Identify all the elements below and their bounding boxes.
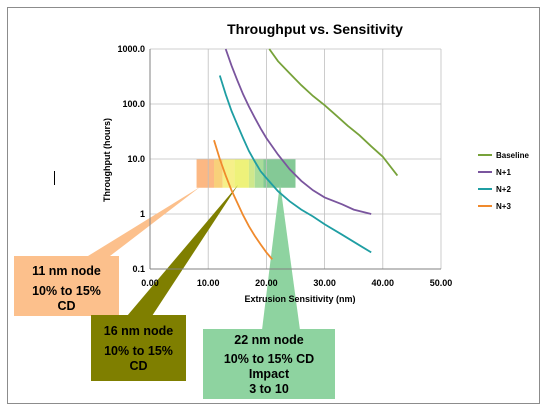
callout-pointer-layer: [88, 183, 300, 330]
band-segment: [234, 159, 249, 188]
callout-11nm-unit: CD: [57, 299, 76, 313]
y-tick-label: 1: [140, 209, 145, 219]
callout-22nm-impact: Impact: [248, 367, 290, 381]
callout-16nm: 16 nm node 10% to 15% CD: [91, 315, 186, 381]
x-axis-label: Extrusion Sensitivity (nm): [244, 294, 355, 304]
legend-label: Baseline: [496, 151, 529, 160]
x-tick-label: 50.00: [430, 278, 453, 288]
callout-16nm-pointer: [127, 185, 238, 316]
y-axis-label: Throughput (hours): [102, 118, 112, 202]
callout-22nm-pointer: [262, 183, 300, 330]
legend: Baseline N+1 N+2 N+3: [478, 151, 529, 211]
band-segment: [222, 159, 235, 188]
legend-label: N+3: [496, 202, 511, 211]
series-layer: [213, 48, 399, 260]
callout-16nm-unit: CD: [129, 359, 148, 373]
cursor-mark: [54, 171, 55, 185]
band-segment: [263, 159, 296, 188]
callout-11nm-range: 10% to 15%: [32, 284, 101, 298]
series-line-n-2: [218, 75, 372, 254]
x-tick-label: 0.00: [141, 278, 159, 288]
band-segment: [214, 159, 223, 188]
callout-22nm-value: 3 to 10: [249, 382, 289, 396]
y-tick-label: 1000.0: [117, 44, 145, 54]
chart-frame: [7, 7, 540, 404]
callout-16nm-range: 10% to 15%: [104, 344, 173, 358]
callout-11nm-title: 11 nm node: [32, 264, 101, 278]
callout-11nm: 11 nm node 10% to 15% CD: [14, 256, 119, 316]
y-tick-label: 10.0: [127, 154, 145, 164]
series-line-baseline: [268, 48, 399, 177]
y-tick-label: 0.1: [132, 264, 145, 274]
series-line-n-3: [213, 139, 273, 260]
x-tick-label: 30.00: [313, 278, 336, 288]
callout-22nm-title: 22 nm node: [234, 333, 304, 347]
callout-22nm-range: 10% to 15% CD: [223, 352, 315, 366]
axis-layer: 0.00 10.00 20.00 30.00 40.00 50.00 1000.0 100.0…: [117, 44, 452, 288]
x-tick-label: 40.00: [372, 278, 395, 288]
callout-11nm-pointer: [88, 187, 200, 256]
x-tick-label: 10.00: [197, 278, 220, 288]
x-tick-label: 20.00: [255, 278, 278, 288]
chart-title: Throughput vs. Sensitivity: [227, 21, 403, 37]
y-tick-label: 100.0: [122, 99, 145, 109]
legend-label: N+2: [496, 185, 511, 194]
band-segment: [248, 159, 255, 188]
series-line-n-1: [224, 48, 372, 215]
band-segment: [196, 159, 215, 188]
band-segment: [254, 159, 264, 188]
callout-22nm: 22 nm node 10% to 15% CD Impact 3 to 10: [203, 329, 335, 399]
callout-16nm-title: 16 nm node: [103, 324, 174, 338]
legend-label: N+1: [496, 168, 511, 177]
